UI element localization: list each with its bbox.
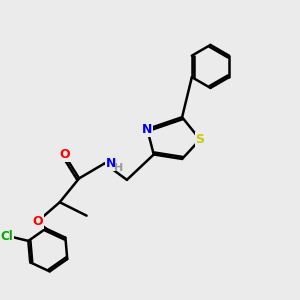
Text: Cl: Cl: [0, 230, 13, 243]
Text: N: N: [142, 123, 152, 136]
Text: O: O: [32, 215, 43, 228]
Text: H: H: [114, 163, 124, 173]
Text: S: S: [196, 133, 205, 146]
Text: O: O: [59, 148, 70, 161]
Text: N: N: [106, 157, 116, 170]
